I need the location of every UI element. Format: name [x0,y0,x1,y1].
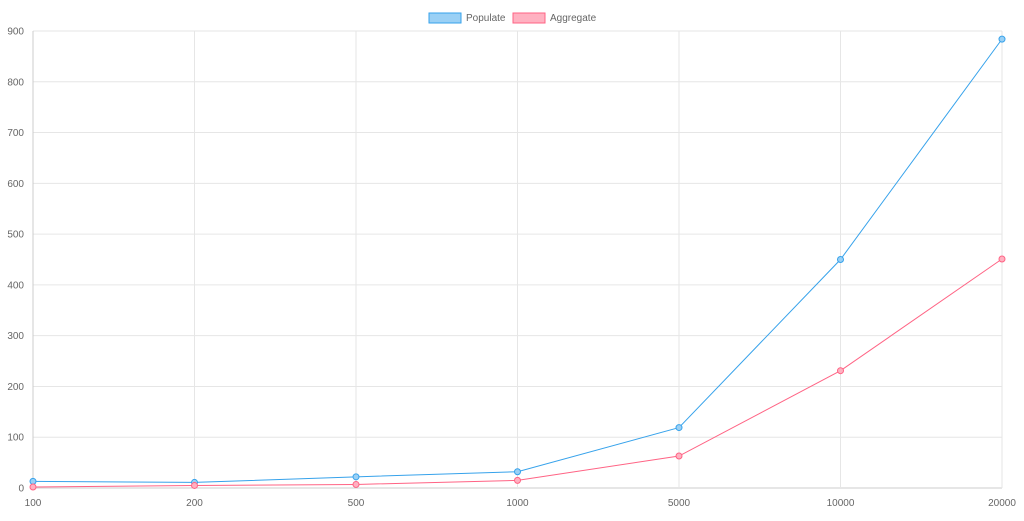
data-point-populate[interactable] [352,473,360,481]
y-tick-label: 400 [7,280,24,291]
data-point-aggregate[interactable] [675,452,683,460]
legend-label-populate: Populate [466,13,506,24]
x-tick-label: 100 [25,498,42,509]
data-point-aggregate[interactable] [29,483,37,491]
legend-item-aggregate[interactable]: Aggregate [512,12,597,24]
data-point-aggregate[interactable] [352,480,360,488]
y-tick-label: 500 [7,230,24,241]
legend[interactable]: Populate Aggregate [428,12,597,24]
y-tick-label: 600 [7,179,24,190]
x-tick-label: 20000 [988,498,1016,509]
data-point-populate[interactable] [514,468,521,476]
y-tick-label: 100 [7,433,24,444]
data-point-aggregate[interactable] [837,367,844,375]
legend-swatch-aggregate [512,12,546,24]
y-tick-label: 700 [7,128,24,139]
data-point-populate[interactable] [837,256,844,263]
x-tick-label: 200 [186,498,203,509]
legend-label-aggregate: Aggregate [550,13,597,24]
grid [32,30,1003,489]
data-point-aggregate[interactable] [998,255,1006,263]
legend-swatch-populate [428,12,462,24]
data-point-populate[interactable] [675,424,683,432]
y-tick-label: 800 [7,77,24,88]
y-tick-label: 900 [7,27,24,38]
legend-item-populate[interactable]: Populate [428,12,506,24]
y-tick-label: 300 [7,331,24,342]
y-tick-label: 0 [18,484,24,495]
x-tick-label: 500 [348,498,365,509]
data-point-populate[interactable] [998,35,1006,43]
series [29,35,1006,491]
data-point-aggregate[interactable] [514,476,521,484]
x-tick-label: 10000 [827,498,855,509]
data-point-aggregate[interactable] [191,481,198,489]
x-tick-label: 5000 [668,498,691,509]
x-tick-label: 1000 [506,498,529,509]
y-tick-label: 200 [7,382,24,393]
